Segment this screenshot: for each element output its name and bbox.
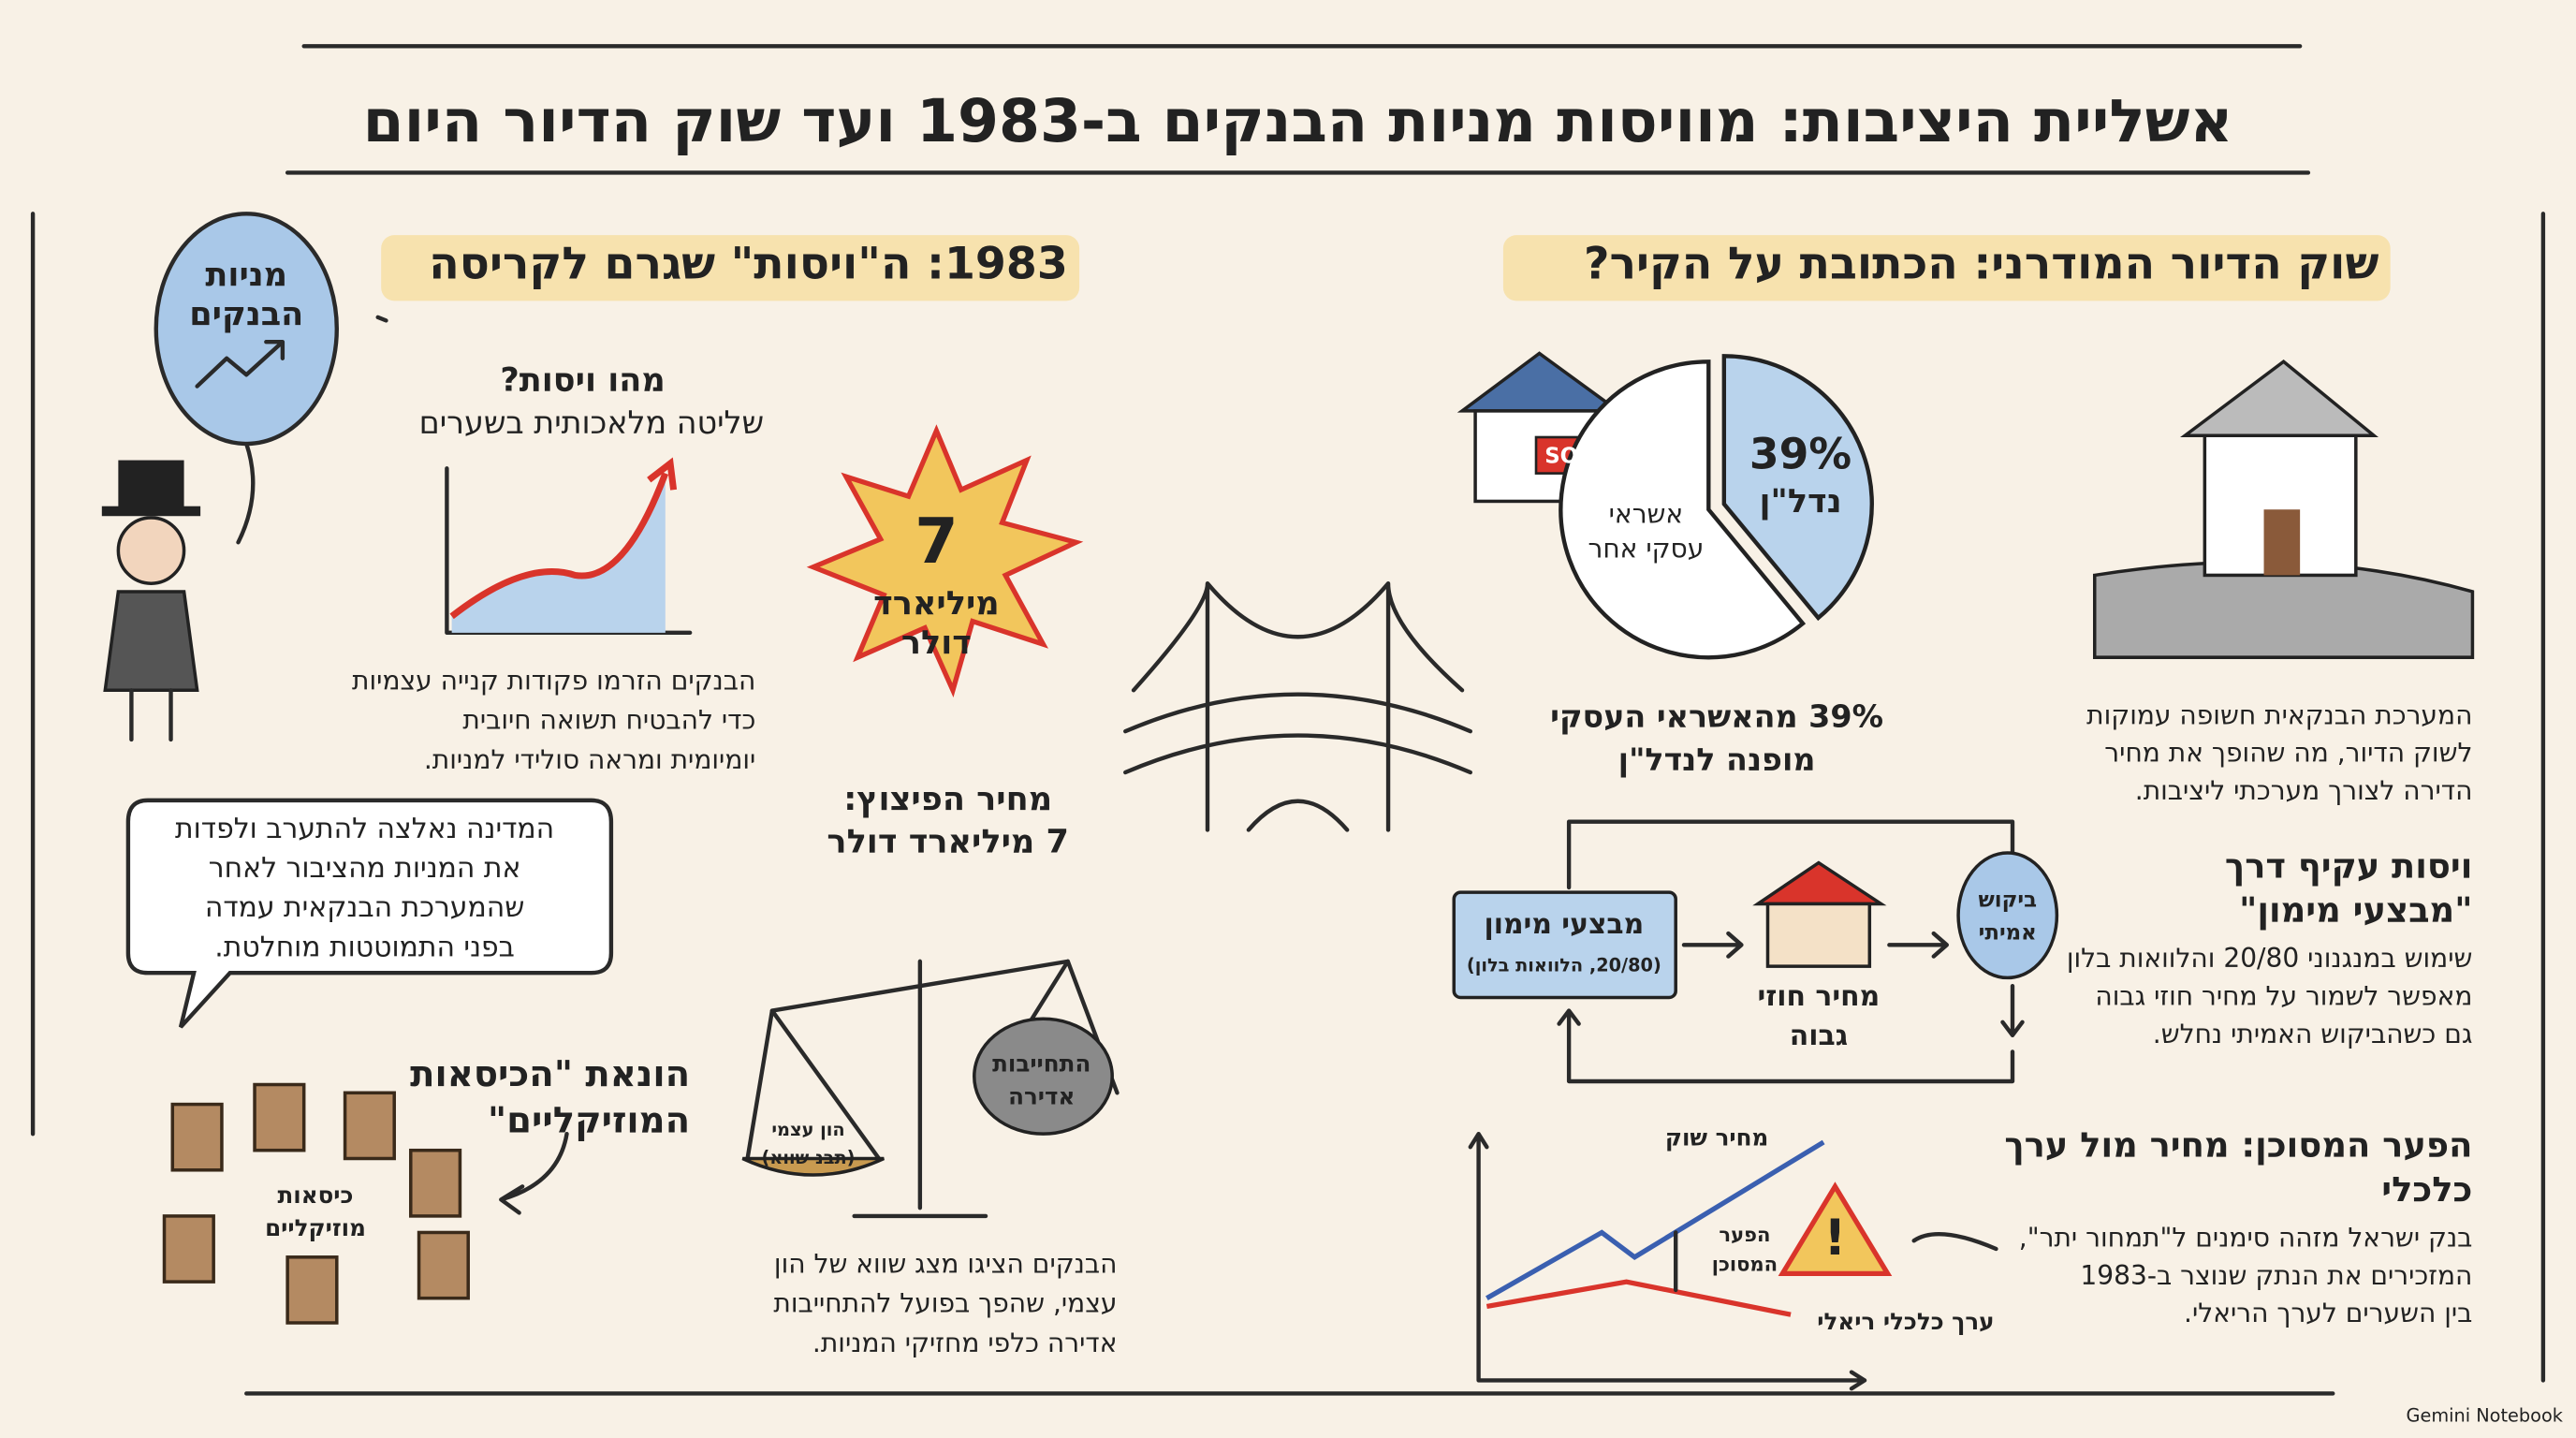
paragraph: המערכת הבנקאית חשופה עמוקות	[2086, 699, 2472, 730]
flow-label: גבוה	[1790, 1020, 1848, 1052]
chart-label: ערך כלכלי ריאלי	[1817, 1308, 1994, 1335]
pie-label: עסקי אחר	[1588, 534, 1704, 565]
paragraph: גם כשהביקוש האמיתי נחלש.	[2153, 1019, 2473, 1049]
speech-text: המדינה נאלצה להתערב ולפדות	[175, 813, 554, 845]
subheading: הפער המסוכן: מחיר מול ערך	[2004, 1125, 2472, 1166]
warning-mark: !	[1823, 1210, 1846, 1267]
flow-label: אמיתי	[1979, 921, 2037, 946]
balloon-label: הבנקים	[189, 295, 303, 333]
scale-label: הון עצמי	[771, 1119, 844, 1140]
cost-label: מחיר הפיצוץ:	[843, 780, 1052, 818]
paragraph: שימוש במנגנוני 20/80 והלוואות בלון	[2067, 943, 2473, 974]
paragraph: לשוק הדיור, מה שהופך את מחיר	[2104, 738, 2472, 769]
explosion-number: 7	[915, 505, 958, 578]
subheading: "מבצעי מימון"	[2239, 890, 2472, 931]
flow-label: מחיר חוזי	[1758, 980, 1881, 1013]
bridge-icon	[1123, 581, 1473, 832]
flow-diagram	[1452, 819, 2059, 1084]
pie-slice	[1721, 354, 1874, 622]
cost-label: 7 מיליארד דולר	[827, 823, 1069, 861]
paragraph: הבנקים הזרמו פקודות קנייה עצמיות	[352, 666, 755, 697]
speech-text: שהמערכת הבנקאית עמדה	[205, 891, 524, 924]
subtitle: שליטה מלאכותית בשערים	[419, 404, 765, 440]
subheading: ויסות עקיף דרך	[2225, 845, 2473, 886]
paragraph: המזכירים את הנתק שנוצר ב-1983	[2080, 1260, 2472, 1291]
banker-figure	[101, 460, 201, 742]
pie-label: 39%	[1749, 429, 1852, 478]
pie-label: נדל"ן	[1760, 482, 1842, 521]
explosion	[806, 424, 1084, 697]
flow-box-label: מבצעי מימון	[1484, 908, 1644, 941]
frame	[30, 44, 2546, 1396]
footer-credit: Gemini Notebook	[2407, 1405, 2564, 1427]
paragraph: בנק ישראל מזהה סימנים ל"תמחור יתר",	[2019, 1222, 2473, 1253]
chairs-icon	[162, 1082, 470, 1325]
paragraph: כדי להבטיח תשואה חיובית	[462, 705, 755, 736]
speech-text: בפני התמוטטות מוחלטת.	[214, 931, 515, 963]
pie-caption: מופנה לנדל"ן	[1618, 741, 1816, 777]
scale-label: (תבנ שווא)	[762, 1147, 856, 1168]
paragraph: בין השערים לערך הריאלי.	[2184, 1298, 2472, 1328]
pie-caption: 39% מהאשראי העסקי	[1550, 698, 1883, 735]
balloon-icon	[154, 212, 339, 545]
pie-label: אשראי	[1609, 499, 1684, 530]
arrow	[499, 1131, 569, 1215]
flow-box-note: (20/80, הלוואות בלון)	[1467, 955, 1661, 976]
speech-text: את המניות מהציבור לאחר	[209, 852, 521, 885]
paragraph: הבנקים הציגו מצג שווא של הון	[774, 1249, 1118, 1280]
balloon-label: מניות	[205, 256, 287, 294]
paragraph: אדירה כלפי מחזיקי המניות.	[812, 1328, 1118, 1358]
explosion-label: מיליארד	[873, 584, 1000, 623]
chart-label: הפער	[1719, 1223, 1770, 1246]
paragraph: יומיומית ומראה סולידי למניות.	[424, 744, 755, 775]
section-heading: 1983: ה"ויסות" שגרם לקריסה	[429, 238, 1068, 289]
scale-label: אדירה	[1008, 1083, 1075, 1110]
chairs-label: מוזיקליים	[265, 1214, 366, 1241]
chart-label: מחיר שוק	[1665, 1123, 1768, 1151]
subheading: כלכלי	[2381, 1169, 2472, 1210]
pie-slice-rest	[1559, 360, 1807, 660]
gap-chart: !	[1468, 1131, 1998, 1391]
cracked-house-icon	[2093, 360, 2475, 659]
flow-label: ביקוש	[1978, 888, 2037, 912]
subheading: הונאת "הכיסאות	[410, 1053, 690, 1095]
paragraph: הדירה לצורך מערכתי ליציבות.	[2135, 775, 2473, 806]
heading-highlight	[1502, 235, 2391, 301]
heading-highlight	[381, 235, 1080, 301]
paragraph: מאפשר לשמור על מחיר חוזי גבוה	[2095, 980, 2472, 1011]
speech-bubble	[125, 798, 614, 1029]
subheading: מהו ויסות?	[500, 360, 665, 399]
subheading: המוזיקליים"	[488, 1099, 690, 1141]
pie-chart	[1559, 354, 1874, 660]
explosion-label: דולר	[901, 624, 972, 662]
paragraph: עצמי, שהפך בפועל להתחייבות	[773, 1288, 1117, 1319]
sold-sign: SOLD	[1544, 445, 1609, 469]
section-heading: שוק הדיור המודרני: הכתובת על הקיר?	[1584, 238, 2378, 289]
scale-icon	[741, 959, 1120, 1219]
chairs-label: כיסאות	[278, 1181, 354, 1209]
scale-label: התחייבות	[992, 1049, 1090, 1077]
title: אשליית היציבות: מוויסות מניות הבנקים ב-1…	[363, 86, 2233, 155]
chart-label: המסוכן	[1712, 1253, 1778, 1276]
regulation-chart	[445, 457, 693, 636]
